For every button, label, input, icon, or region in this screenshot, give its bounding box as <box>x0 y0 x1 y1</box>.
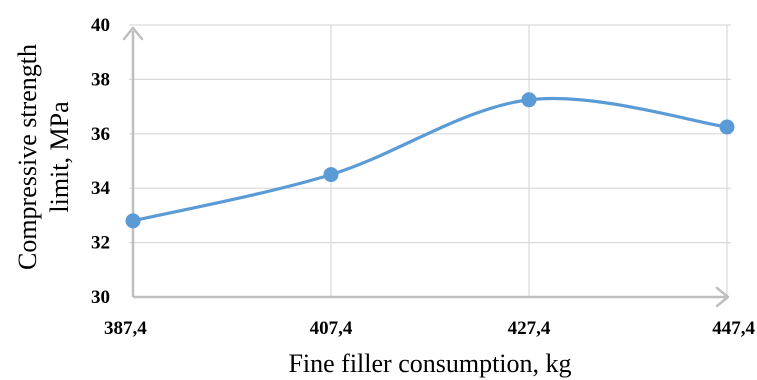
data-point-0-3 <box>719 119 735 135</box>
data-point-0-0 <box>125 213 141 229</box>
y-tick-label-1: 32 <box>91 233 110 254</box>
y-axis-title: Compressive strength limit, MPa <box>13 44 74 270</box>
data-point-0-2 <box>521 92 537 108</box>
y-axis-title-line-1: Compressive strength <box>13 44 42 270</box>
y-tick-label-4: 38 <box>91 69 110 90</box>
y-tick-labels: 30 32 34 36 38 40 <box>91 15 111 308</box>
y-tick-label-2: 34 <box>91 178 111 199</box>
y-tick-label-5: 40 <box>91 15 110 36</box>
x-tick-labels: 387,4 407,4 427,4 447,4 <box>104 318 756 339</box>
y-axis-title-line-2: limit, MPa <box>45 101 74 213</box>
axes <box>122 26 730 308</box>
gridlines <box>129 24 731 297</box>
series-line-0 <box>131 96 729 223</box>
data-point-0-1 <box>323 167 339 183</box>
x-tick-label-0: 387,4 <box>104 318 147 339</box>
series-layer <box>125 92 735 229</box>
x-tick-label-2: 427,4 <box>508 318 551 339</box>
y-tick-label-3: 36 <box>91 124 110 145</box>
x-axis-title: Fine filler consumption, kg <box>288 349 571 378</box>
x-tick-label-1: 407,4 <box>310 318 353 339</box>
y-axis-arrow <box>122 26 144 41</box>
x-tick-label-3: 447,4 <box>712 318 755 339</box>
y-tick-label-0: 30 <box>91 287 110 308</box>
x-axis-arrow <box>715 286 730 308</box>
